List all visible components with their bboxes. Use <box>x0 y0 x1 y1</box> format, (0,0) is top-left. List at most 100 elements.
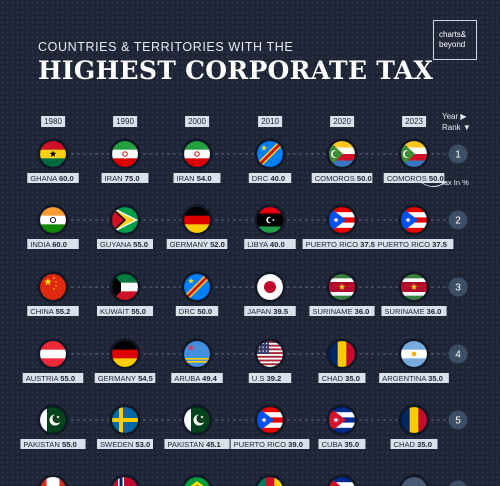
country-name: SURINAME 36.0 <box>312 307 369 316</box>
flag-comoros-icon <box>326 138 358 170</box>
country-name: GUYANA 55.0 <box>100 240 148 249</box>
tax-value: 75.0 <box>125 174 140 183</box>
country-name: JAPAN 39.5 <box>247 307 289 316</box>
legend-tax: Tax In % <box>440 178 469 187</box>
flag-iran-icon <box>109 138 141 170</box>
flag-argentina-icon <box>398 338 430 370</box>
rank-marker-6 <box>449 480 467 486</box>
country-name: PUERTO RICO 37.5 <box>306 240 376 249</box>
country-name: COMOROS 50.0 <box>315 174 372 183</box>
value-label: ARGENTINA 35.0 <box>379 373 449 383</box>
country-name: PUERTO RICO 37.5 <box>378 240 448 249</box>
connector-lines <box>53 153 458 421</box>
value-label: CHAD 35.0 <box>318 373 366 383</box>
brand-logo: charts& beyond <box>433 20 477 60</box>
flag-brazil-icon <box>182 474 212 486</box>
flag-pakistan-icon <box>37 404 69 436</box>
tax-value: 36.0 <box>427 307 442 316</box>
flag-comoros-icon <box>398 138 430 170</box>
tax-value: 60.0 <box>59 174 74 183</box>
flag-germany-icon <box>181 204 213 236</box>
value-label: PUERTO RICO 39.0 <box>230 439 310 449</box>
flag-austria-icon <box>37 338 69 370</box>
flag-aruba-icon <box>181 338 213 370</box>
tax-value: 54.0 <box>197 174 212 183</box>
country-name: PAKISTAN 55.0 <box>23 440 76 449</box>
tax-value: 49.4 <box>202 374 218 383</box>
tax-value: 35.0 <box>345 374 360 383</box>
tax-value: 55.0 <box>62 440 77 449</box>
country-name: SWEDEN 53.0 <box>100 440 150 449</box>
country-name: CHAD 35.0 <box>394 440 432 449</box>
flag-puerto-rico-icon <box>326 204 358 236</box>
value-label: COMOROS 50.0 <box>311 173 373 183</box>
flag-drc-icon <box>254 138 286 170</box>
country-name: PUERTO RICO 39.0 <box>234 440 303 449</box>
country-name: LIBYA 40.0 <box>247 240 284 249</box>
rank-marker-3: 3 <box>448 277 468 297</box>
tax-value: 55.2 <box>56 307 71 316</box>
country-name: CHAD 35.0 <box>322 374 360 383</box>
legend-rank: Rank ▼ <box>442 123 471 132</box>
year-label-1990: 1990 <box>113 116 137 127</box>
value-label: IRAN 54.0 <box>173 173 221 183</box>
value-label: GUYANA 55.0 <box>96 239 154 249</box>
rank-number: 5 <box>455 416 461 427</box>
country-name: COMOROS 50.0 <box>387 174 444 183</box>
flag-sweden-icon <box>109 404 141 436</box>
tax-value: 55.0 <box>60 374 75 383</box>
tax-pointer-arrow <box>417 179 447 187</box>
value-label: ARUBA 49.4 <box>171 373 223 383</box>
country-name: KUWAIT 55.0 <box>100 307 146 316</box>
value-label: PAKISTAN 45.1 <box>164 439 230 449</box>
tax-value: 52.0 <box>210 240 225 249</box>
value-label: AUSTRIA 55.0 <box>22 373 84 383</box>
rank-number: 4 <box>455 350 461 361</box>
tax-value: 45.1 <box>206 440 222 449</box>
country-name: ARGENTINA 35.0 <box>382 374 443 383</box>
country-name: CUBA 35.0 <box>322 440 360 449</box>
flag-norway-icon <box>110 474 140 486</box>
rank-markers: 1 2 3 4 5 <box>448 144 468 486</box>
flag-puerto-rico-icon <box>398 204 430 236</box>
rank-number: 2 <box>455 216 461 227</box>
country-name: IRAN 75.0 <box>105 174 140 183</box>
value-label: INDIA 60.0 <box>27 239 79 249</box>
tax-value: 35.0 <box>428 374 443 383</box>
value-label: SURINAME 36.0 <box>309 306 375 316</box>
rank-marker-4: 4 <box>448 344 468 364</box>
tax-value: 35.0 <box>344 440 359 449</box>
tax-value: 40.0 <box>270 240 285 249</box>
tax-value: 50.0 <box>357 174 372 183</box>
value-label: DRC 50.0 <box>175 306 219 316</box>
tax-value: 39.5 <box>273 307 289 316</box>
value-label: PAKISTAN 55.0 <box>20 439 86 449</box>
year-label-1980: 1980 <box>41 116 65 127</box>
value-label: GHANA 60.0 <box>27 173 79 183</box>
country-name: SURINAME 36.0 <box>384 307 441 316</box>
country-name: DRC 40.0 <box>252 174 285 183</box>
flag-libya-icon <box>254 204 286 236</box>
value-label: LIBYA 40.0 <box>244 239 296 249</box>
tax-value: 37.5 <box>360 240 376 249</box>
tax-value: 60.0 <box>52 240 67 249</box>
tax-value: 54.5 <box>138 374 154 383</box>
flag-cuba-icon <box>326 404 358 436</box>
flag-u-s-icon <box>254 338 286 370</box>
rank-number: 3 <box>455 283 461 294</box>
tax-value: 39.2 <box>267 374 282 383</box>
value-label: GERMANY 54.5 <box>94 373 156 383</box>
tax-value: 50.0 <box>429 174 444 183</box>
value-label: PUERTO RICO 37.5 <box>302 239 382 249</box>
value-label: SURINAME 36.0 <box>381 306 447 316</box>
value-label: PUERTO RICO 37.5 <box>374 239 454 249</box>
flag-kuwait-icon <box>109 271 141 303</box>
logo-line-1: charts& <box>439 30 467 39</box>
tax-value: 55.0 <box>131 307 146 316</box>
value-label: JAPAN 39.5 <box>244 306 296 316</box>
value-label: SWEDEN 53.0 <box>96 439 154 449</box>
flag-india-icon <box>37 204 69 236</box>
country-name: AUSTRIA 55.0 <box>26 374 75 383</box>
value-label: CHINA 55.2 <box>27 306 79 316</box>
